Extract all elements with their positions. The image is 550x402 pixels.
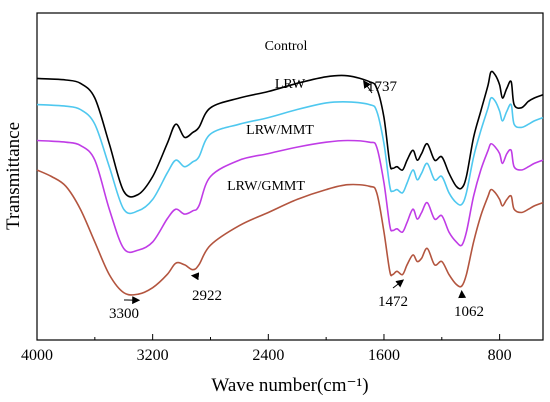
annotation-layer: 1737 3300 2922 1472 1062	[109, 79, 484, 322]
x-tick-label: 1600	[368, 347, 400, 364]
series-line-lrw-gmmt	[36, 169, 544, 296]
x-axis-title: Wave number(cm⁻¹)	[211, 375, 368, 396]
x-tick-label: 800	[488, 347, 512, 364]
annotation-arrow	[363, 80, 373, 94]
series-label: LRW	[275, 77, 306, 92]
series-label: Control	[265, 39, 308, 54]
annotation-arrow	[392, 279, 405, 289]
peak-annotation-label: 1737	[367, 79, 398, 95]
series-layer	[36, 70, 544, 296]
peak-annotation-label: 3300	[109, 306, 139, 322]
x-tick-label: 4000	[21, 347, 53, 364]
plot-frame	[36, 12, 544, 341]
series-line-control	[36, 70, 544, 198]
x-axis: 4000 3200 2400 1600 800	[21, 334, 512, 364]
series-label-layer: Control LRW LRW/MMT LRW/GMMT	[227, 39, 314, 194]
peak-annotation-label: 1062	[454, 304, 484, 320]
series-label: LRW/GMMT	[227, 179, 305, 194]
peak-annotation-label: 2922	[192, 288, 222, 304]
series-line-lrw	[36, 96, 544, 215]
series-line-lrw-mmt	[36, 139, 544, 254]
x-tick-label: 3200	[137, 347, 169, 364]
peak-annotation-label: 1472	[378, 294, 408, 310]
series-label: LRW/MMT	[246, 123, 314, 138]
y-axis-title: Transmittance	[3, 122, 24, 230]
x-tick-label: 2400	[252, 347, 284, 364]
